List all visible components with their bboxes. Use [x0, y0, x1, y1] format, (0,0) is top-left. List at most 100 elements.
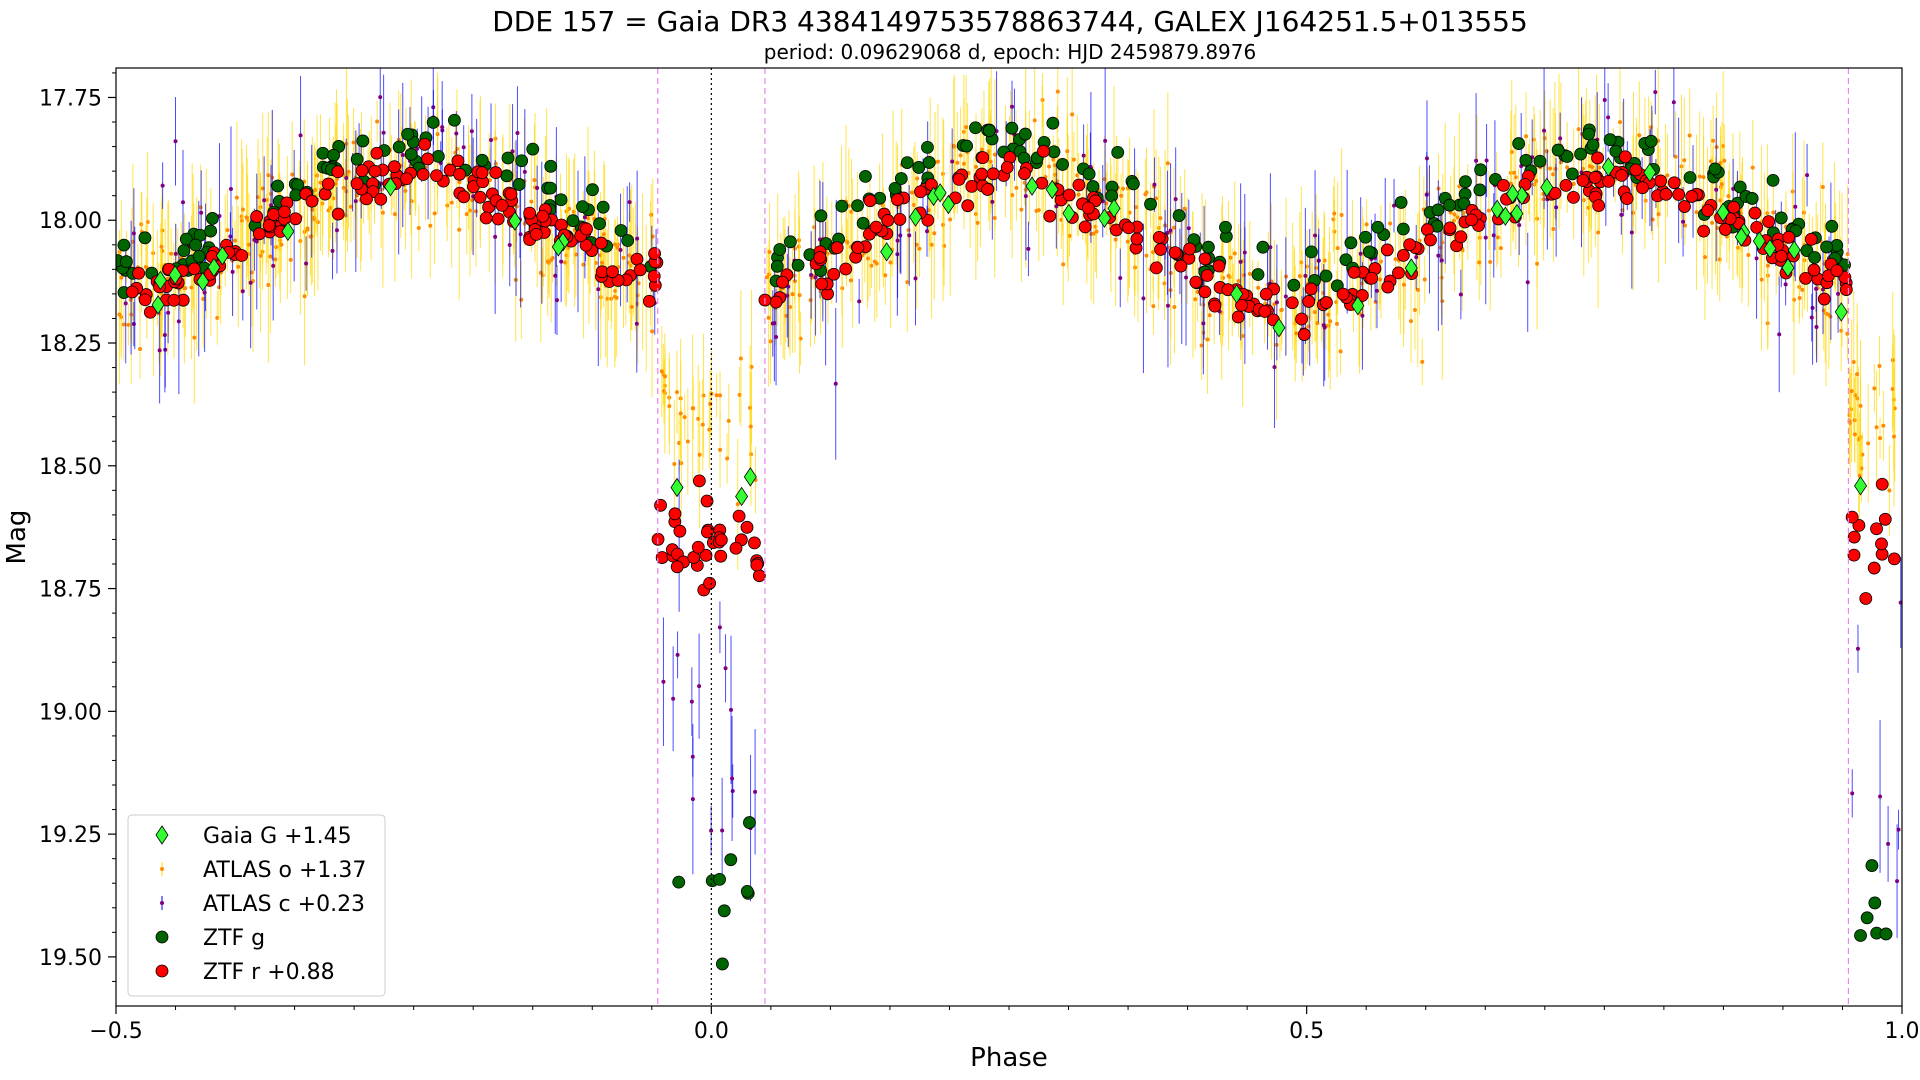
data-point	[1152, 230, 1166, 244]
data-point	[1524, 134, 1529, 139]
data-point	[248, 280, 253, 285]
data-point	[863, 194, 877, 208]
x-tick-label: −0.5	[89, 1019, 142, 1044]
data-point	[1629, 230, 1634, 235]
data-point	[738, 356, 743, 361]
data-point	[1565, 165, 1570, 170]
data-point	[1814, 286, 1819, 291]
data-point	[1378, 259, 1383, 264]
data-point	[1172, 304, 1177, 309]
data-point	[1800, 287, 1805, 292]
data-point	[1665, 173, 1670, 178]
data-point	[911, 202, 916, 207]
data-point	[1678, 200, 1691, 213]
data-point	[776, 275, 789, 289]
data-point	[615, 245, 620, 250]
legend-box	[127, 814, 386, 997]
data-point	[981, 183, 994, 196]
data-point	[1671, 100, 1676, 105]
data-point	[266, 283, 271, 288]
data-point	[988, 159, 993, 164]
data-point	[1509, 150, 1514, 155]
data-point	[1473, 183, 1487, 197]
data-point	[1576, 127, 1581, 132]
data-point	[1000, 160, 1014, 174]
data-point	[1567, 190, 1580, 204]
data-point	[228, 187, 233, 192]
legend-marker	[155, 825, 169, 845]
data-point	[848, 278, 853, 283]
data-point	[1601, 157, 1615, 177]
data-point	[518, 232, 523, 237]
data-point	[1388, 221, 1393, 226]
data-point	[313, 187, 318, 192]
data-point	[905, 280, 910, 285]
data-point	[1165, 161, 1170, 166]
data-point	[749, 364, 754, 369]
data-point	[729, 707, 734, 712]
data-point	[1512, 137, 1526, 150]
data-point	[909, 207, 923, 227]
data-point	[554, 193, 568, 207]
data-point	[1781, 258, 1795, 278]
data-point	[1878, 794, 1883, 799]
data-point	[992, 216, 997, 221]
data-point	[1654, 174, 1668, 188]
data-point	[1484, 158, 1489, 163]
data-point	[435, 132, 440, 137]
data-point	[576, 200, 589, 214]
data-point	[1596, 230, 1601, 235]
data-point	[856, 216, 870, 230]
data-point	[1118, 275, 1123, 280]
data-point	[1590, 165, 1595, 170]
data-point	[230, 269, 235, 274]
data-point	[915, 176, 920, 181]
data-point	[1519, 153, 1533, 167]
data-point	[1061, 262, 1066, 267]
data-point	[1339, 253, 1353, 267]
data-point	[535, 186, 540, 191]
data-point	[1081, 153, 1086, 158]
data-point	[381, 130, 386, 135]
data-point	[673, 524, 687, 538]
data-point	[627, 200, 632, 205]
data-point	[941, 194, 955, 215]
data-point	[1733, 180, 1747, 194]
data-point	[1637, 133, 1642, 138]
data-point	[1486, 208, 1491, 213]
data-point	[1606, 115, 1611, 120]
data-point	[668, 507, 682, 521]
data-point	[1303, 273, 1308, 278]
data-point	[910, 190, 915, 195]
data-point	[891, 193, 904, 207]
data-point	[1154, 196, 1159, 201]
data-point	[1380, 243, 1394, 257]
data-point	[549, 257, 554, 262]
reference-lines	[657, 68, 1850, 1006]
data-point	[153, 270, 167, 291]
data-point	[1602, 175, 1615, 188]
data-point	[1359, 230, 1372, 244]
data-point	[601, 232, 606, 237]
data-point	[532, 178, 537, 183]
data-point	[969, 121, 982, 135]
data-point	[1358, 251, 1363, 256]
data-point	[922, 156, 936, 169]
data-point	[725, 456, 730, 461]
data-point	[400, 153, 405, 158]
data-point	[196, 271, 210, 292]
data-point	[1051, 157, 1056, 162]
data-point	[1534, 178, 1539, 183]
y-tick-label: 19.00	[39, 700, 102, 725]
data-point	[1344, 236, 1358, 250]
data-point	[1313, 233, 1318, 238]
data-point	[1408, 319, 1413, 324]
data-point	[500, 169, 514, 183]
data-point	[1495, 235, 1500, 240]
data-point	[1667, 176, 1681, 190]
data-point	[374, 192, 388, 206]
data-point	[334, 228, 339, 233]
data-point	[252, 227, 266, 241]
data-point	[700, 494, 714, 508]
data-point	[690, 754, 695, 759]
